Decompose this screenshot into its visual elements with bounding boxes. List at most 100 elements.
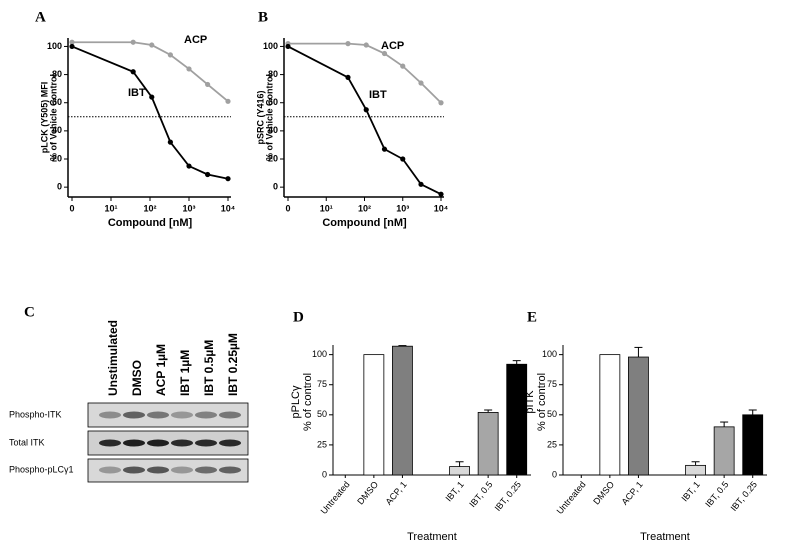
blot-band	[171, 411, 193, 419]
x-axis-label: Treatment	[640, 531, 690, 543]
error-bar	[748, 409, 757, 415]
x-tick-label: 10³	[182, 203, 195, 213]
error-bar	[455, 461, 464, 467]
blot-band	[147, 439, 169, 447]
y-tick-label: 25	[547, 439, 557, 449]
y-axis-label: % of control	[536, 373, 548, 431]
blot-band	[195, 439, 217, 447]
data-point	[225, 176, 231, 182]
data-point	[69, 43, 75, 50]
x-tick-label: 10¹	[104, 203, 117, 213]
y-tick-label: 80	[52, 69, 62, 79]
error-bar	[484, 409, 493, 413]
error-bar	[512, 360, 521, 365]
error-bar	[720, 421, 729, 427]
blot-band	[195, 411, 217, 419]
x-axis-label: Compound [nM]	[108, 217, 193, 229]
x-tick-label: IBT, 0.25	[493, 479, 523, 513]
data-point	[205, 81, 211, 88]
lane-label: IBT 1µM	[178, 350, 192, 396]
x-tick-label: IBT, 1	[443, 479, 465, 503]
lane-label: Unstimulated	[106, 320, 120, 396]
y-tick-label: 50	[317, 409, 327, 419]
y-axis-label: pPLCγ	[290, 385, 302, 419]
y-tick-label: 100	[312, 349, 327, 359]
bar	[506, 363, 528, 476]
series-line	[287, 45, 442, 195]
y-tick-label: 40	[268, 125, 278, 135]
blot-band	[147, 411, 169, 419]
bar	[742, 414, 764, 476]
data-point	[285, 43, 291, 50]
bar	[477, 412, 499, 476]
bar	[599, 354, 621, 476]
blot-band	[123, 411, 145, 419]
series-line	[72, 41, 229, 103]
data-point	[438, 191, 444, 197]
data-point	[225, 98, 231, 104]
y-tick-label: 75	[547, 379, 557, 389]
data-point	[186, 66, 192, 72]
series-line	[288, 42, 442, 104]
lane-label: IBT 0.5µM	[202, 340, 216, 396]
y-axis-label: % of Vehicle Control	[48, 74, 58, 161]
data-point	[345, 41, 351, 47]
data-point	[149, 42, 155, 48]
blot-band	[219, 439, 241, 447]
y-axis-label: % of control	[302, 373, 314, 431]
data-point	[69, 39, 75, 45]
y-axis-label: % of Vehicle Control	[264, 74, 274, 161]
bar	[628, 356, 649, 476]
blot-band	[195, 466, 217, 474]
x-axis-label: Treatment	[407, 531, 457, 543]
data-point	[205, 171, 211, 178]
series-label: ACP	[381, 40, 404, 52]
row-label: Phospho-pLCγ1	[9, 464, 74, 474]
lane-label: IBT 0.25µM	[226, 333, 240, 396]
x-tick-label: 10⁴	[221, 203, 235, 213]
blot-strip	[87, 402, 249, 428]
series-label: ACP	[184, 34, 207, 46]
data-point	[400, 156, 406, 162]
x-tick-label: Untreated	[319, 479, 352, 516]
y-tick-label: 40	[52, 125, 62, 135]
x-tick-label: 10¹	[320, 203, 333, 213]
bar	[449, 466, 470, 476]
data-point	[186, 163, 192, 169]
data-point	[345, 74, 351, 80]
y-tick-label: 80	[268, 69, 278, 79]
data-point	[381, 50, 388, 57]
blot-band	[219, 411, 241, 419]
x-tick-label: 10²	[358, 203, 371, 213]
y-tick-label: 25	[317, 439, 327, 449]
blot-band	[123, 439, 145, 447]
x-axis-label: Compound [nM]	[322, 217, 407, 229]
panel-letter: D	[293, 309, 304, 325]
x-tick-label: IBT, 0.5	[467, 479, 494, 509]
y-axis-label: pITK	[524, 390, 536, 414]
y-tick-label: 60	[268, 97, 278, 107]
lane-label: DMSO	[130, 360, 144, 396]
data-point	[381, 146, 388, 152]
lane-label: ACP 1µM	[154, 344, 168, 396]
y-tick-label: 20	[268, 153, 278, 163]
y-tick-label: 60	[52, 97, 62, 107]
error-bar	[398, 345, 407, 347]
bar	[363, 354, 385, 476]
x-tick-label: IBT, 0.25	[729, 479, 759, 513]
row-label: Phospho-ITK	[9, 409, 62, 419]
blot-band	[171, 439, 193, 447]
x-tick-label: 0	[285, 203, 290, 213]
blot-band	[123, 466, 145, 474]
y-tick-label: 100	[47, 41, 62, 51]
x-tick-label: DMSO	[355, 479, 380, 506]
row-label: Total ITK	[9, 437, 45, 447]
series-label: IBT	[369, 89, 387, 101]
data-point	[363, 42, 369, 48]
panel-letter: E	[527, 309, 537, 325]
bar	[685, 464, 706, 476]
x-tick-label: IBT, 1	[679, 479, 701, 503]
data-point	[418, 80, 424, 86]
blot-band	[147, 466, 169, 474]
data-point	[438, 100, 444, 106]
